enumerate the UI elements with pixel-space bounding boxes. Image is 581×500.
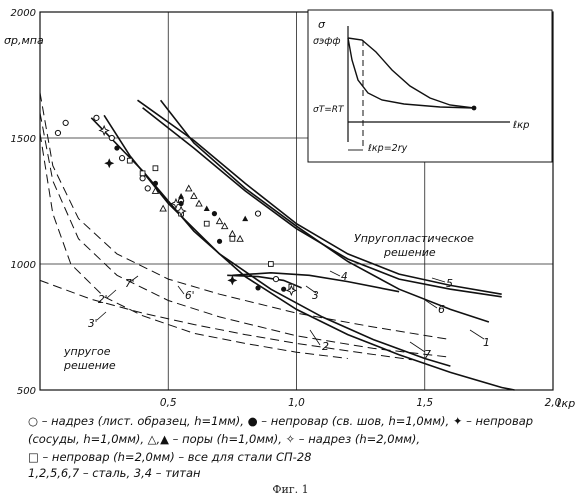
marker-open-triangle-3 bbox=[191, 193, 197, 199]
marker-open-triangle-7 bbox=[229, 231, 235, 237]
marker-filled-star-0 bbox=[104, 158, 114, 168]
region-label-elastic-2: решение bbox=[63, 359, 116, 372]
chart-labels: 12345672'3'6'7'Упругопластическоерешение… bbox=[63, 232, 490, 372]
inset-y-tick-1: σT=RT bbox=[313, 105, 345, 115]
y-tick-label-3: 2000 bbox=[11, 8, 36, 19]
marker-filled-triangle-2 bbox=[242, 216, 248, 222]
marker-open-circle-0 bbox=[55, 130, 60, 135]
y-axis-label: σр,мпа bbox=[4, 34, 44, 47]
marker-filled-circle-0 bbox=[114, 145, 119, 150]
label-leader-0 bbox=[470, 330, 484, 339]
marker-open-triangle-1 bbox=[160, 206, 166, 212]
x-axis-label: ℓкр bbox=[556, 397, 575, 410]
marker-filled-circle-5 bbox=[255, 285, 260, 290]
legend-line-2: (сосуды, h=1,0мм), △,▲ – поры (h=1,0мм),… bbox=[28, 432, 420, 446]
y-tick-label-1: 1000 bbox=[11, 260, 36, 271]
marker-open-circle-6 bbox=[145, 186, 150, 191]
marker-open-triangle-8 bbox=[237, 236, 243, 242]
inset-y-tick-0: σэфф bbox=[313, 36, 340, 47]
marker-open-circle-8 bbox=[255, 211, 260, 216]
marker-open-triangle-5 bbox=[217, 218, 223, 224]
marker-open-circle-3 bbox=[109, 135, 114, 140]
label-leader-8 bbox=[97, 312, 106, 320]
curve-label-0: 1 bbox=[483, 336, 490, 349]
legend-line-1: ○ – надрез (лист. образец, h=1мм), ● – н… bbox=[28, 414, 533, 428]
inset-dim-label: ℓкр=2rу bbox=[368, 143, 408, 154]
curve-label-1: 2 bbox=[322, 340, 329, 353]
marker-open-circle-2 bbox=[94, 115, 99, 120]
marker-open-square-6 bbox=[268, 262, 273, 267]
region-label-elastoplastic-1: Упругопластическое bbox=[354, 232, 474, 245]
label-leader-7 bbox=[107, 290, 116, 298]
curve-label-3: 4 bbox=[341, 271, 348, 283]
legend-line-4: 1,2,5,6,7 – сталь, 3,4 – титан bbox=[28, 466, 201, 480]
inset-diagram: σ σэфф σT=RT ℓкр ℓкр=2rу bbox=[308, 10, 552, 162]
marker-open-square-4 bbox=[204, 221, 209, 226]
marker-open-square-1 bbox=[140, 171, 145, 176]
x-tick-label-2: 1,5 bbox=[416, 397, 433, 409]
figure-caption: Фиг. 1 bbox=[0, 483, 581, 496]
y-tick-label-2: 1500 bbox=[11, 134, 36, 145]
marker-open-triangle-2 bbox=[186, 185, 192, 191]
marker-filled-star-1 bbox=[227, 275, 237, 285]
label-leader-3 bbox=[330, 271, 340, 276]
marker-filled-circle-3 bbox=[212, 211, 217, 216]
inset-y-label: σ bbox=[318, 18, 326, 31]
curve-label-4: 5 bbox=[446, 277, 453, 290]
region-label-elastoplastic-2: решение bbox=[383, 246, 436, 259]
chart-markers bbox=[55, 115, 296, 295]
marker-open-star-2 bbox=[177, 207, 186, 216]
marker-open-triangle-4 bbox=[196, 201, 202, 207]
label-leader-6 bbox=[410, 342, 425, 352]
curve-label-8: 3' bbox=[88, 318, 98, 330]
inset-end-point bbox=[472, 106, 477, 111]
marker-filled-circle-6 bbox=[281, 287, 286, 292]
marker-open-square-0 bbox=[127, 158, 132, 163]
marker-open-circle-5 bbox=[140, 176, 145, 181]
curve-label-5: 6 bbox=[438, 303, 445, 316]
marker-open-circle-9 bbox=[273, 277, 278, 282]
label-leader-1 bbox=[310, 330, 320, 345]
marker-open-square-5 bbox=[230, 236, 235, 241]
x-tick-label-0: 0,5 bbox=[160, 397, 177, 409]
curve-label-2: 3 bbox=[312, 290, 319, 302]
curve-label-7: 2' bbox=[98, 294, 108, 306]
marker-filled-triangle-1 bbox=[204, 206, 210, 212]
marker-open-square-2 bbox=[153, 166, 158, 171]
label-leader-9 bbox=[178, 286, 184, 294]
legend-line-3: □ – непровар (h=2,0мм) – все для стали С… bbox=[28, 450, 311, 464]
region-label-elastic-1: упругое bbox=[63, 345, 111, 358]
x-tick-label-1: 1,0 bbox=[288, 397, 305, 409]
inset-x-label: ℓкр bbox=[513, 120, 530, 131]
marker-open-circle-4 bbox=[119, 156, 124, 161]
marker-open-star-3 bbox=[287, 286, 296, 295]
marker-open-circle-1 bbox=[63, 120, 68, 125]
marker-filled-triangle-0 bbox=[178, 193, 184, 199]
curve-label-9: 6' bbox=[185, 290, 195, 302]
marker-filled-circle-4 bbox=[217, 239, 222, 244]
inset-box bbox=[308, 10, 552, 162]
y-tick-label-0: 500 bbox=[17, 386, 36, 397]
curve-label-6: 7 bbox=[424, 348, 431, 361]
marker-filled-circle-1 bbox=[153, 181, 158, 186]
